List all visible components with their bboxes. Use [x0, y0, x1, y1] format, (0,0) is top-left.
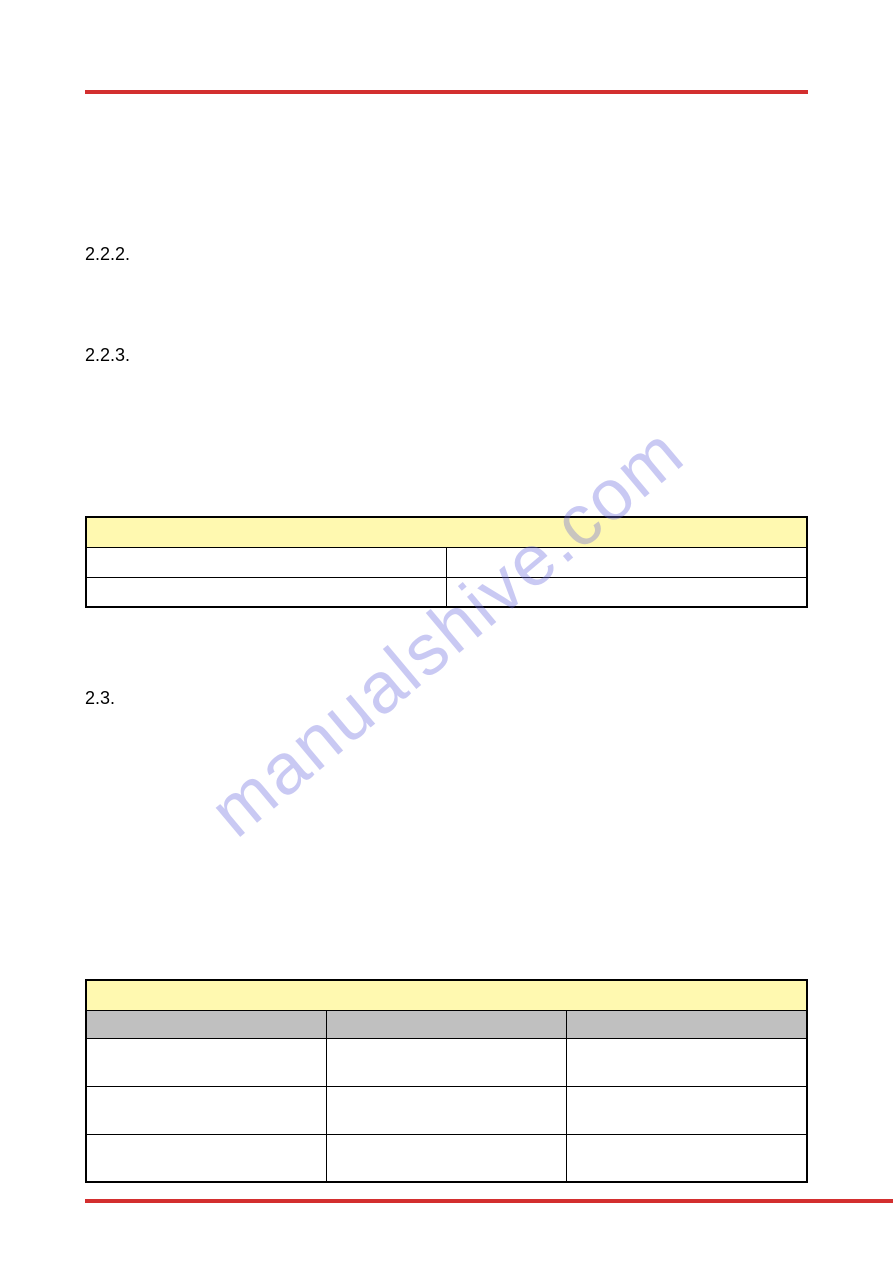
- table-cell: [567, 1038, 807, 1086]
- top-rule: [85, 90, 808, 94]
- table-cell: [326, 1134, 566, 1182]
- table-2: [85, 979, 808, 1183]
- table-cell: [86, 1086, 326, 1134]
- table-cell: [86, 547, 447, 577]
- table-row: [86, 1086, 807, 1134]
- table-row: [86, 547, 807, 577]
- section-number-222: 2.2.2.: [85, 244, 808, 265]
- section-number-23: 2.3.: [85, 688, 808, 709]
- table-subheader-cell: [326, 1010, 566, 1038]
- table-row: [86, 577, 807, 607]
- table-cell: [567, 1134, 807, 1182]
- table-subheader-cell: [86, 1010, 326, 1038]
- table-cell: [326, 1086, 566, 1134]
- table-header-cell: [86, 980, 807, 1010]
- table-cell: [86, 577, 447, 607]
- table-subheader-cell: [567, 1010, 807, 1038]
- table-row: [86, 1010, 807, 1038]
- table-row: [86, 1134, 807, 1182]
- table-row: [86, 1038, 807, 1086]
- table-row: [86, 517, 807, 547]
- table-cell: [447, 547, 808, 577]
- table-cell: [567, 1086, 807, 1134]
- table-cell: [86, 1038, 326, 1086]
- table-cell: [447, 577, 808, 607]
- table-1: [85, 516, 808, 608]
- bottom-rule: [85, 1199, 893, 1203]
- table-header-cell: [86, 517, 807, 547]
- page-container: 2.2.2. 2.2.3. 2.3.: [0, 0, 893, 1263]
- table-row: [86, 980, 807, 1010]
- table-cell: [326, 1038, 566, 1086]
- table-cell: [86, 1134, 326, 1182]
- section-number-223: 2.2.3.: [85, 345, 808, 366]
